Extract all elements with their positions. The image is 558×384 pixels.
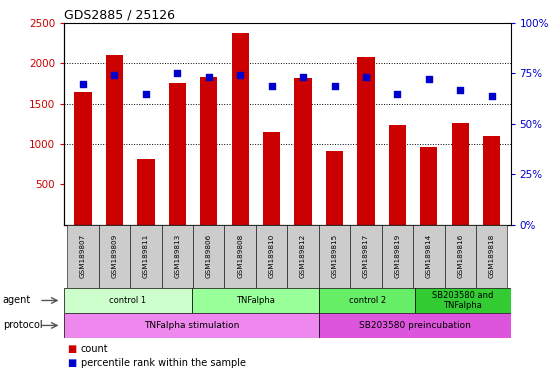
Text: GSM189813: GSM189813 xyxy=(174,234,180,278)
Point xyxy=(173,70,182,76)
Bar xyxy=(413,225,445,288)
Point xyxy=(362,74,371,81)
Bar xyxy=(476,225,507,288)
Bar xyxy=(192,288,319,313)
Text: agent: agent xyxy=(3,295,31,306)
Bar xyxy=(64,288,192,313)
Point xyxy=(141,91,150,97)
Point xyxy=(487,93,496,99)
Text: GDS2885 / 25126: GDS2885 / 25126 xyxy=(64,9,175,22)
Text: GSM189818: GSM189818 xyxy=(489,234,495,278)
Text: control 2: control 2 xyxy=(349,296,386,305)
Bar xyxy=(382,225,413,288)
Bar xyxy=(232,33,249,225)
Text: GSM189819: GSM189819 xyxy=(395,234,401,278)
Bar xyxy=(420,147,437,225)
Bar xyxy=(193,225,224,288)
Text: control 1: control 1 xyxy=(109,296,147,305)
Point xyxy=(299,74,307,81)
Text: GSM189808: GSM189808 xyxy=(237,234,243,278)
Text: ■: ■ xyxy=(67,358,76,368)
Text: GSM189809: GSM189809 xyxy=(112,234,118,278)
Bar xyxy=(295,78,312,225)
Text: percentile rank within the sample: percentile rank within the sample xyxy=(81,358,246,368)
Bar xyxy=(162,225,193,288)
Bar xyxy=(256,225,287,288)
Text: count: count xyxy=(81,344,109,354)
Text: GSM189816: GSM189816 xyxy=(457,234,463,278)
Point xyxy=(393,91,402,97)
Bar xyxy=(74,92,92,225)
Bar xyxy=(319,225,350,288)
Text: GSM189810: GSM189810 xyxy=(268,234,275,278)
Bar xyxy=(415,288,511,313)
Text: GSM189811: GSM189811 xyxy=(143,234,149,278)
Text: SB203580 and
TNFalpha: SB203580 and TNFalpha xyxy=(432,291,493,310)
Bar xyxy=(106,55,123,225)
Bar xyxy=(169,83,186,225)
Text: TNFalpha stimulation: TNFalpha stimulation xyxy=(144,321,239,330)
Bar xyxy=(130,225,162,288)
Point xyxy=(267,83,276,89)
Bar xyxy=(389,125,406,225)
Bar xyxy=(263,132,280,225)
Bar xyxy=(137,159,155,225)
Point xyxy=(79,81,88,87)
Point xyxy=(235,73,244,79)
Bar xyxy=(319,288,415,313)
Text: GSM189812: GSM189812 xyxy=(300,234,306,278)
Point xyxy=(110,73,119,79)
Bar xyxy=(224,225,256,288)
Bar xyxy=(287,225,319,288)
Text: protocol: protocol xyxy=(3,320,42,331)
Text: TNFalpha: TNFalpha xyxy=(236,296,275,305)
Text: GSM189817: GSM189817 xyxy=(363,234,369,278)
Bar xyxy=(357,57,374,225)
Bar xyxy=(68,225,99,288)
Bar xyxy=(451,123,469,225)
Text: GSM189806: GSM189806 xyxy=(206,234,212,278)
Bar xyxy=(319,313,511,338)
Bar xyxy=(350,225,382,288)
Point xyxy=(456,86,465,93)
Point xyxy=(425,76,434,83)
Bar xyxy=(200,77,218,225)
Bar xyxy=(64,313,319,338)
Text: ■: ■ xyxy=(67,344,76,354)
Bar xyxy=(483,136,501,225)
Point xyxy=(204,74,213,81)
Point xyxy=(330,83,339,89)
Text: GSM189807: GSM189807 xyxy=(80,234,86,278)
Text: SB203580 preincubation: SB203580 preincubation xyxy=(359,321,471,330)
Text: GSM189815: GSM189815 xyxy=(331,234,338,278)
Bar xyxy=(326,151,343,225)
Bar xyxy=(99,225,130,288)
Bar xyxy=(445,225,476,288)
Text: GSM189814: GSM189814 xyxy=(426,234,432,278)
